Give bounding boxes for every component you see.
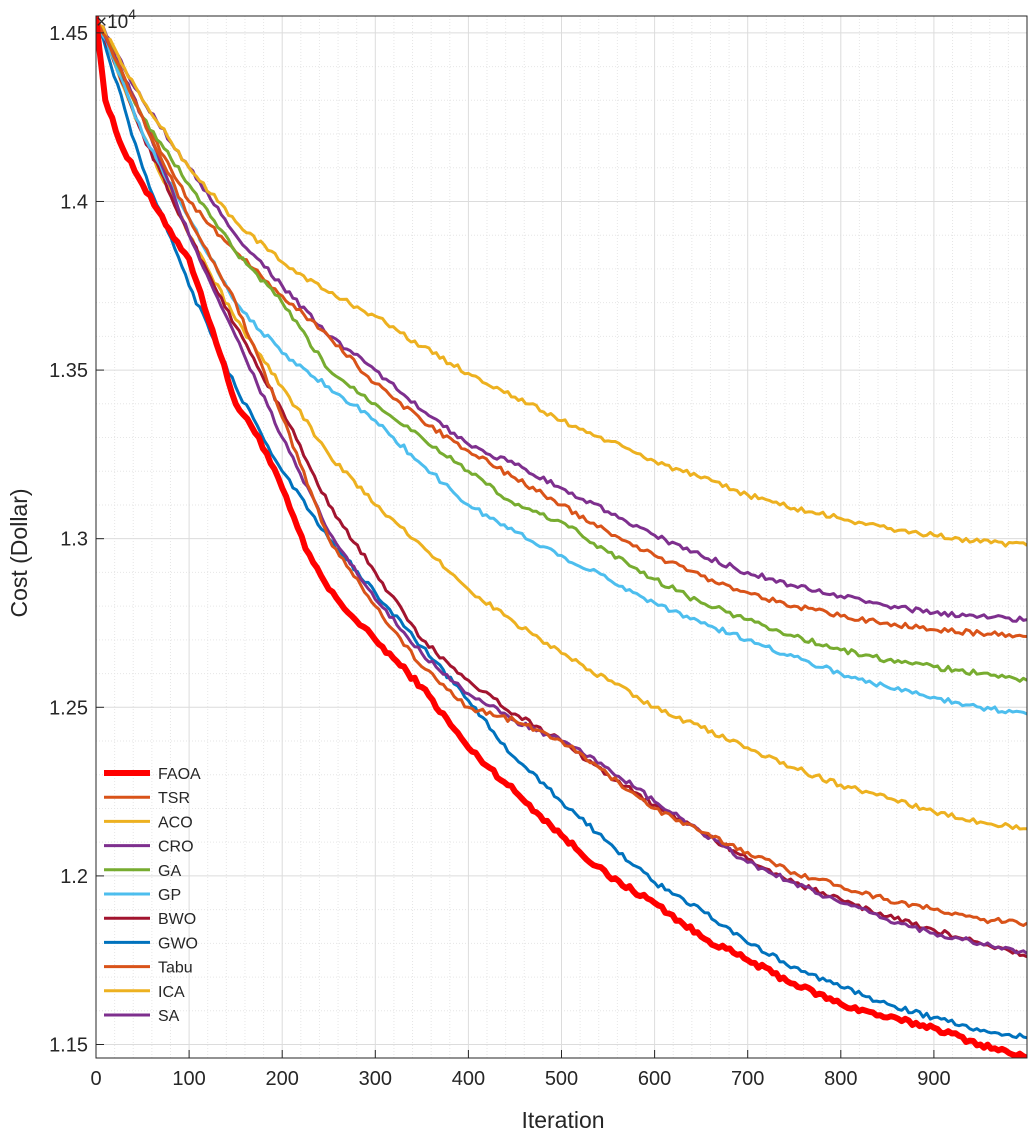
x-tick-label: 200 — [266, 1068, 299, 1090]
legend-label-tabu: Tabu — [158, 960, 193, 977]
grid — [95, 16, 1027, 1058]
y-tick-label: 1.35 — [49, 360, 88, 382]
legend-label-gwo: GWO — [158, 935, 198, 952]
y-tick-label: 1.4 — [60, 191, 88, 213]
x-tick-label: 0 — [90, 1068, 101, 1090]
series-lines — [96, 16, 1027, 1058]
x-tick-label: 800 — [824, 1068, 857, 1090]
legend-label-faoa: FAOA — [158, 766, 201, 783]
legend-label-sa: SA — [158, 1008, 180, 1025]
legend-label-aco: ACO — [158, 814, 193, 831]
series-line-tsr — [96, 16, 1027, 927]
x-axis-label: Iteration — [521, 1107, 604, 1133]
y-tick-label: 1.15 — [49, 1035, 88, 1057]
legend-label-gp: GP — [158, 887, 181, 904]
series-line-aco — [96, 16, 1027, 548]
series-line-gwo — [96, 16, 1027, 1040]
y-exponent-label: ×104 — [96, 6, 136, 33]
x-tick-label: 700 — [731, 1068, 764, 1090]
legend-label-tsr: TSR — [158, 790, 190, 807]
series-line-ga — [96, 16, 1027, 683]
legend: FAOA TSR ACO CRO GA GP BWO GWO Tabu ICA SA — [104, 766, 201, 1025]
series-line-sa — [96, 16, 1027, 623]
legend-label-bwo: BWO — [158, 911, 196, 928]
series-line-faoa — [96, 16, 1027, 1058]
x-tick-label: 400 — [452, 1068, 485, 1090]
y-axis-label: Cost (Dollar) — [6, 488, 32, 617]
legend-label-cro: CRO — [158, 839, 194, 856]
axis-ticks: 0 100 200 300 400 500 600 700 800 900 1.15 1.2 1.25 1… — [49, 23, 951, 1090]
y-tick-label: 1.45 — [49, 23, 88, 45]
x-tick-label: 100 — [172, 1068, 205, 1090]
x-tick-label: 500 — [545, 1068, 578, 1090]
y-tick-label: 1.25 — [49, 697, 88, 719]
x-tick-label: 900 — [917, 1068, 950, 1090]
x-tick-label: 300 — [359, 1068, 392, 1090]
y-tick-label: 1.3 — [60, 529, 88, 551]
series-line-gp — [96, 16, 1027, 716]
x-tick-label: 600 — [638, 1068, 671, 1090]
y-tick-label: 1.2 — [60, 866, 88, 888]
legend-label-ga: GA — [158, 863, 181, 880]
legend-label-ica: ICA — [158, 984, 185, 1001]
